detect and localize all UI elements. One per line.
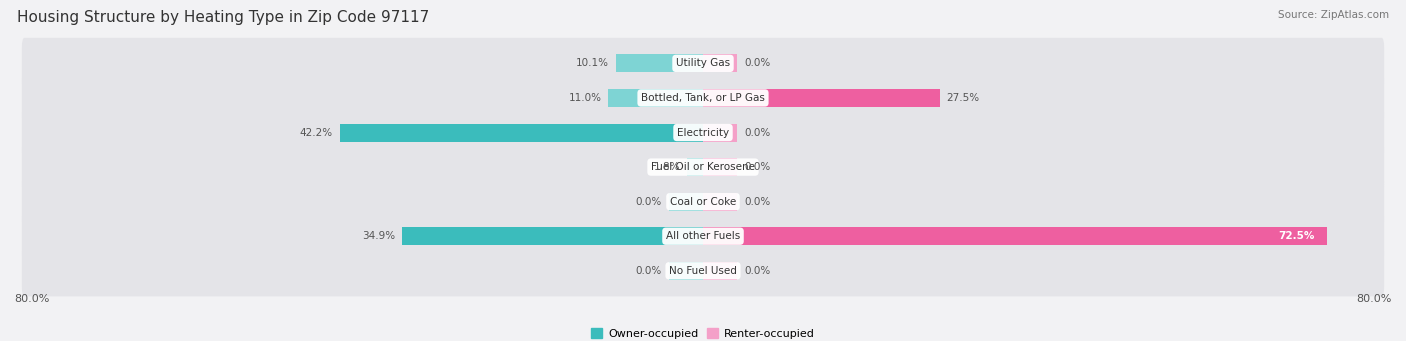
Text: 10.1%: 10.1% (576, 58, 609, 69)
Text: 0.0%: 0.0% (744, 162, 770, 172)
Bar (703, 227, 1327, 245)
Bar (669, 262, 703, 280)
Text: Source: ZipAtlas.com: Source: ZipAtlas.com (1278, 10, 1389, 20)
Text: No Fuel Used: No Fuel Used (669, 266, 737, 276)
Text: 72.5%: 72.5% (1278, 231, 1315, 241)
Text: 0.0%: 0.0% (744, 197, 770, 207)
Bar (703, 158, 738, 176)
Text: 34.9%: 34.9% (363, 231, 395, 241)
Text: Coal or Coke: Coal or Coke (669, 197, 737, 207)
Bar (402, 227, 703, 245)
Bar (703, 193, 738, 211)
Bar (688, 158, 703, 176)
Text: 11.0%: 11.0% (568, 93, 602, 103)
Text: Utility Gas: Utility Gas (676, 58, 730, 69)
Bar (616, 55, 703, 72)
Bar (703, 262, 738, 280)
Bar (340, 123, 703, 142)
Text: 80.0%: 80.0% (14, 294, 49, 304)
Text: 0.0%: 0.0% (636, 197, 662, 207)
Bar (703, 89, 939, 107)
Text: 1.8%: 1.8% (654, 162, 681, 172)
Text: All other Fuels: All other Fuels (666, 231, 740, 241)
FancyBboxPatch shape (22, 245, 1384, 296)
Bar (609, 89, 703, 107)
FancyBboxPatch shape (22, 142, 1384, 193)
Text: 0.0%: 0.0% (744, 128, 770, 137)
Text: 80.0%: 80.0% (1357, 294, 1392, 304)
Bar (669, 193, 703, 211)
Text: 27.5%: 27.5% (946, 93, 980, 103)
Bar (703, 55, 738, 72)
Text: 0.0%: 0.0% (744, 266, 770, 276)
FancyBboxPatch shape (22, 211, 1384, 262)
Text: Housing Structure by Heating Type in Zip Code 97117: Housing Structure by Heating Type in Zip… (17, 10, 429, 25)
Text: Bottled, Tank, or LP Gas: Bottled, Tank, or LP Gas (641, 93, 765, 103)
Text: 42.2%: 42.2% (299, 128, 333, 137)
FancyBboxPatch shape (22, 107, 1384, 158)
FancyBboxPatch shape (22, 176, 1384, 227)
Text: 0.0%: 0.0% (636, 266, 662, 276)
Legend: Owner-occupied, Renter-occupied: Owner-occupied, Renter-occupied (586, 324, 820, 341)
FancyBboxPatch shape (22, 38, 1384, 89)
Text: Fuel Oil or Kerosene: Fuel Oil or Kerosene (651, 162, 755, 172)
Bar (703, 123, 738, 142)
Text: Electricity: Electricity (676, 128, 730, 137)
FancyBboxPatch shape (22, 72, 1384, 123)
Text: 0.0%: 0.0% (744, 58, 770, 69)
